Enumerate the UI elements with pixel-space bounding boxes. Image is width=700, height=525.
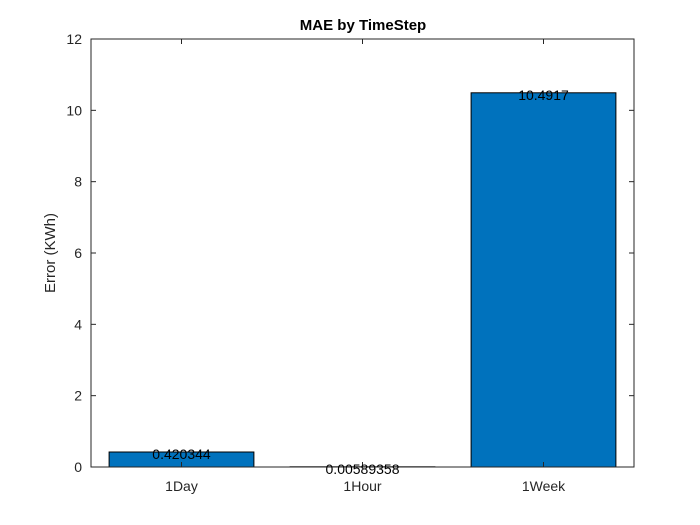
x-tick-label-1week: 1Week: [522, 478, 566, 494]
x-tick-label-1day: 1Day: [165, 478, 198, 494]
y-tick-label: 4: [74, 316, 82, 332]
data-label-1day: 0.420344: [152, 446, 211, 462]
data-label-1hour: 0.00589358: [326, 461, 400, 477]
bars-layer: [108, 92, 617, 468]
x-tick-label-1hour: 1Hour: [343, 478, 381, 494]
data-labels-layer: 0.420344 0.00589358 10.4917: [152, 87, 569, 477]
bar-1week: [470, 92, 617, 468]
y-tick-label: 2: [74, 388, 82, 404]
y-tick-label: 10: [66, 102, 82, 118]
y-tick-label: 0: [74, 459, 82, 475]
y-tick-label: 6: [74, 245, 82, 261]
axis-ticks: 1Day 1Hour 1Week 0 2 4 6 8 10 12: [66, 31, 634, 494]
chart-title: MAE by TimeStep: [300, 17, 426, 34]
data-label-1week: 10.4917: [518, 87, 569, 103]
y-axis-label: Error (KWh): [42, 213, 59, 293]
y-tick-label: 12: [66, 31, 82, 47]
y-tick-label: 8: [74, 174, 82, 190]
